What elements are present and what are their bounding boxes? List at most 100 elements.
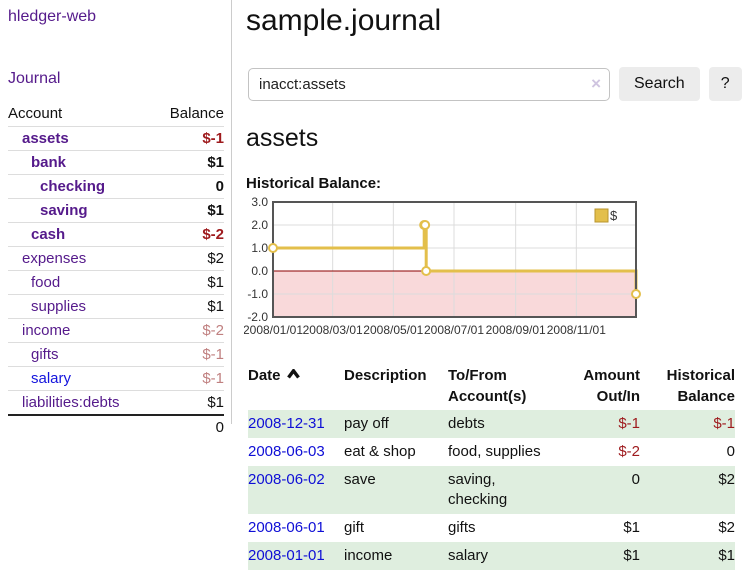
x-axis-tick-label: 2008/05/01 (363, 323, 423, 337)
register-header-description: Description (344, 367, 427, 384)
register-row: 2008-01-01 income salary $1 $1 (248, 542, 735, 570)
account-link[interactable]: expenses (22, 250, 87, 267)
transaction-date-link[interactable]: 2008-06-01 (248, 519, 325, 536)
account-row: cash $-2 (8, 222, 224, 247)
account-row: food $1 (8, 270, 224, 295)
y-axis-tick-label: 1.0 (251, 241, 268, 255)
x-axis-tick-label: 2008/03/01 (303, 323, 363, 337)
register-row: 2008-06-01 gift gifts $1 $2 (248, 514, 735, 542)
account-balance: $-1 (153, 366, 224, 391)
register-header-date-label: Date (248, 367, 281, 384)
register-row: 2008-06-02 save saving, checking 0 $2 (248, 466, 735, 514)
search-button[interactable]: Search (619, 67, 700, 101)
page-title: sample.journal (246, 4, 442, 37)
transaction-balance: $-1 (713, 415, 735, 432)
legend-label: $ (610, 208, 618, 223)
account-row: expenses $2 (8, 246, 224, 271)
transaction-balance: 0 (726, 443, 735, 460)
transaction-balance: $2 (718, 519, 735, 536)
data-point-marker (421, 266, 432, 276)
clear-search-icon[interactable]: × (591, 73, 601, 93)
accounts-total-row: 0 (8, 414, 224, 439)
transaction-balance: $1 (718, 547, 735, 564)
account-row: income $-2 (8, 318, 224, 343)
transaction-accounts: debts (448, 415, 485, 432)
y-axis-tick-label: 0.0 (251, 264, 268, 278)
account-balance: $1 (153, 270, 224, 295)
search-box: × (248, 67, 610, 101)
transaction-accounts: gifts (448, 519, 476, 536)
accounts-header-account: Account (8, 105, 63, 122)
transaction-amount: $-2 (618, 443, 640, 460)
account-row: saving $1 (8, 198, 224, 223)
account-link[interactable]: income (22, 322, 71, 339)
transaction-description: save (344, 471, 376, 488)
x-axis-tick-label: 2008/01/01 (244, 323, 303, 337)
y-axis-tick-label: 3.0 (251, 197, 268, 209)
account-balance: $-2 (153, 318, 224, 343)
account-link[interactable]: salary (31, 370, 72, 387)
historical-balance-chart: 3.0 2.0 1.0 0.0 -1.0 -2.0 2008/01/01 2008/03/01… (243, 195, 742, 350)
accounts-total-value: 0 (153, 414, 224, 439)
account-link[interactable]: checking (40, 178, 106, 195)
x-axis-tick-label: 2008/07/01 (424, 323, 484, 337)
data-point-marker (420, 220, 431, 230)
account-link[interactable]: liabilities:debts (22, 394, 120, 411)
account-row: bank $1 (8, 150, 224, 175)
y-axis-tick-label: 2.0 (251, 218, 268, 232)
account-balance: $1 (153, 198, 224, 223)
account-link[interactable]: bank (31, 154, 67, 171)
transaction-amount: $1 (623, 519, 640, 536)
search-input[interactable] (248, 67, 610, 101)
register-header-accounts: To/From Account(s) (448, 367, 527, 405)
account-balance: $1 (153, 390, 224, 415)
account-link[interactable]: assets (22, 130, 69, 147)
plot-border (272, 201, 637, 318)
sidebar-nav: Journal (8, 70, 232, 88)
search-form: × Search ? (248, 67, 742, 101)
account-balance: $-2 (153, 222, 224, 247)
account-row: salary $-1 (8, 366, 224, 391)
transaction-description: income (344, 547, 393, 564)
account-row: gifts $-1 (8, 342, 224, 367)
app-title: hledger-web (8, 8, 232, 26)
transaction-amount: 0 (631, 471, 640, 488)
account-link[interactable]: saving (40, 202, 88, 219)
x-axis-tick-label: 2008/09/01 (486, 323, 546, 337)
account-link[interactable]: gifts (31, 346, 59, 363)
register-table: Date Description To/From Account(s) Amou… (248, 362, 735, 570)
help-button[interactable]: ? (708, 67, 742, 101)
account-row: assets $-1 (8, 126, 224, 151)
transaction-date-link[interactable]: 2008-12-31 (248, 415, 325, 432)
y-axis-tick-label: -1.0 (247, 287, 268, 301)
account-link[interactable]: supplies (31, 298, 87, 315)
register-header-amount: Amount Out/In (583, 367, 640, 405)
nav-journal-link[interactable]: Journal (8, 70, 61, 87)
transaction-date-link[interactable]: 2008-01-01 (248, 547, 325, 564)
account-row: supplies $1 (8, 294, 224, 319)
account-balance: $-1 (153, 342, 224, 367)
sidebar: hledger-web Journal Account Balance asse… (0, 0, 232, 439)
x-axis-tick-label: 2008/11/01 (547, 323, 606, 337)
legend-swatch (594, 208, 609, 223)
transaction-accounts: food, supplies (448, 443, 541, 460)
accounts-header-balance: Balance (169, 105, 224, 122)
register-row: 2008-06-03 eat & shop food, supplies $-2 0 (248, 438, 735, 466)
data-point-marker (631, 289, 641, 299)
transaction-date-link[interactable]: 2008-06-02 (248, 471, 325, 488)
account-link[interactable]: food (31, 274, 61, 291)
transaction-date-link[interactable]: 2008-06-03 (248, 443, 325, 460)
account-heading: assets (246, 124, 319, 152)
register-row: 2008-12-31 pay off debts $-1 $-1 (248, 410, 735, 438)
transaction-description: gift (344, 519, 365, 536)
transaction-description: pay off (344, 415, 389, 432)
chart-title: Historical Balance: (246, 175, 382, 192)
accounts-table: Account Balance assets $-1 bank $1 checking 0… (8, 101, 224, 439)
register-header-date[interactable]: Date (248, 362, 344, 410)
account-row: checking 0 (8, 174, 224, 199)
account-link[interactable]: cash (31, 226, 66, 243)
sidebar-divider (231, 0, 232, 424)
account-balance: $-1 (153, 126, 224, 151)
app-title-link[interactable]: hledger-web (8, 8, 97, 25)
register-header-balance: Historical Balance (666, 367, 735, 405)
